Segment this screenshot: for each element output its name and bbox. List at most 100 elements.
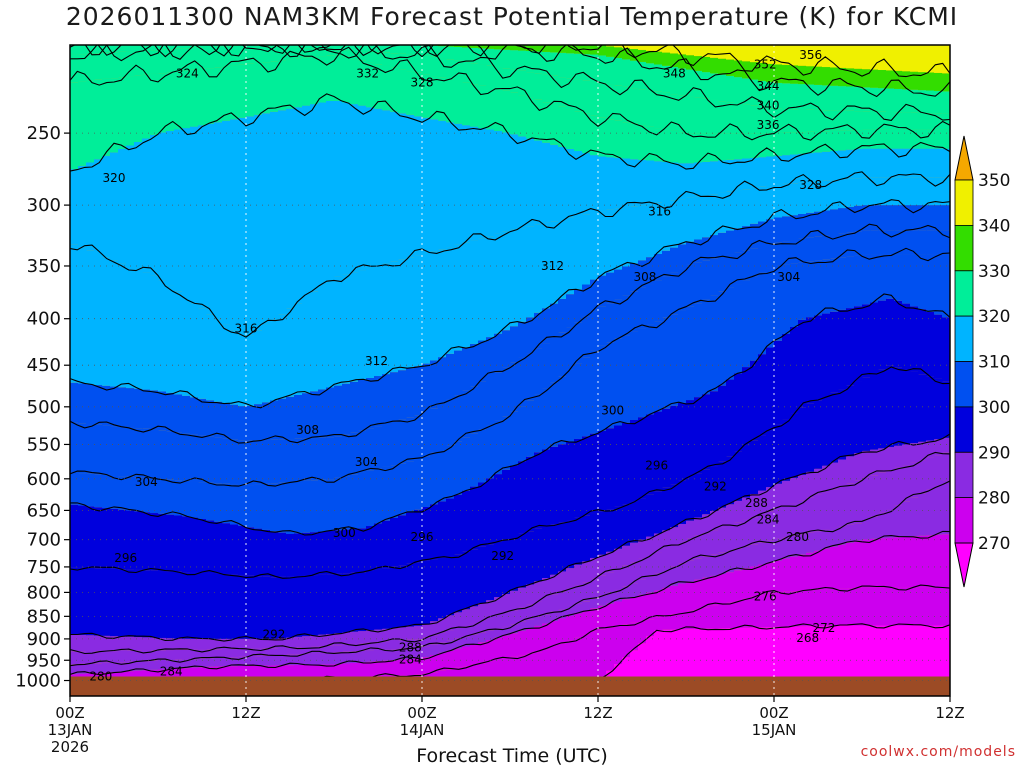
- contour-line: [70, 433, 950, 642]
- theta-band-cell: [934, 314, 943, 379]
- theta-band-cell: [830, 546, 839, 590]
- theta-band-cell: [102, 568, 111, 636]
- theta-band-cell: [238, 45, 247, 65]
- theta-band-cell: [822, 210, 831, 236]
- theta-band-cell: [630, 60, 639, 89]
- theta-band-cell: [886, 447, 895, 471]
- theta-band-cell: [478, 340, 487, 382]
- theta-band-cell: [678, 45, 687, 55]
- theta-band-cell: [566, 53, 575, 79]
- theta-band-cell: [478, 632, 487, 643]
- theta-band-cell: [806, 237, 815, 262]
- theta-band-cell: [294, 47, 303, 59]
- theta-band-cell: [302, 647, 311, 654]
- theta-band-cell: [606, 428, 615, 510]
- contour-label: 304: [777, 270, 800, 284]
- theta-band-cell: [214, 638, 223, 650]
- theta-band-cell: [742, 78, 751, 105]
- theta-band-cell: [78, 505, 87, 568]
- theta-band-cell: [694, 303, 703, 398]
- theta-band-cell: [358, 45, 367, 52]
- theta-band-cell: [270, 648, 279, 656]
- theta-band-cell: [390, 67, 399, 112]
- theta-band-cell: [598, 156, 607, 212]
- theta-band-cell: [694, 558, 703, 580]
- theta-band-cell: [422, 45, 431, 56]
- theta-band-cell: [622, 422, 631, 505]
- theta-band-cell: [638, 620, 647, 644]
- theta-band-cell: [678, 563, 687, 584]
- theta-band-cell: [246, 648, 255, 657]
- theta-band-cell: [870, 111, 879, 130]
- theta-band-cell: [782, 45, 791, 65]
- theta-band-cell: [142, 637, 151, 651]
- theta-band-cell: [238, 575, 247, 639]
- theta-band-cell: [390, 649, 399, 661]
- theta-band-cell: [446, 498, 455, 557]
- theta-band-cell: [766, 487, 775, 512]
- theta-band-cell: [710, 73, 719, 100]
- contour-label: 328: [799, 178, 822, 192]
- colorbar-label: 330: [978, 262, 1010, 282]
- theta-band-cell: [398, 648, 407, 660]
- theta-band-cell: [550, 337, 559, 383]
- theta-band-cell: [454, 494, 463, 555]
- theta-band-cell: [870, 538, 879, 588]
- theta-band-cell: [358, 650, 367, 663]
- theta-band-cell: [182, 572, 191, 639]
- theta-band-cell: [390, 566, 399, 629]
- theta-band-cell: [686, 520, 695, 539]
- theta-band-cell: [206, 520, 215, 574]
- theta-band-cell: [894, 254, 903, 301]
- theta-band-cell: [518, 357, 527, 407]
- theta-band-cell: [654, 45, 663, 52]
- theta-band-cell: [790, 326, 799, 414]
- theta-band-cell: [350, 432, 359, 475]
- theta-band-cell: [614, 506, 623, 549]
- theta-band-cell: [902, 205, 911, 231]
- theta-band-cell: [534, 224, 543, 313]
- theta-band-cell: [534, 348, 543, 395]
- theta-band-cell: [622, 48, 631, 60]
- theta-band-cell: [86, 162, 95, 251]
- theta-band-cell: [126, 388, 135, 428]
- theta-band-cell: [510, 536, 519, 591]
- theta-band-cell: [526, 45, 535, 52]
- theta-band-cell: [222, 324, 231, 404]
- theta-band-cell: [206, 45, 215, 48]
- theta-band-cell: [118, 51, 127, 78]
- credit-link[interactable]: coolwx.com/models: [860, 744, 1016, 760]
- theta-band-cell: [790, 154, 799, 184]
- theta-band-cell: [910, 89, 919, 113]
- contour-label: 292: [491, 549, 514, 563]
- theta-band-cell: [502, 132, 511, 232]
- theta-band-cell: [582, 601, 591, 611]
- theta-band-cell: [238, 485, 247, 526]
- theta-band-cell: [614, 58, 623, 86]
- theta-band-cell: [278, 314, 287, 399]
- theta-band-cell: [806, 471, 815, 498]
- theta-band-cell: [406, 512, 415, 564]
- theta-band-cell: [694, 473, 703, 518]
- theta-band-cell: [542, 526, 551, 578]
- theta-band-cell: [798, 132, 807, 154]
- contour-layer: [70, 45, 950, 684]
- theta-band-cell: [486, 425, 495, 479]
- theta-band-cell: [478, 45, 487, 49]
- theta-band-cell: [358, 105, 367, 271]
- theta-band-cell: [846, 625, 855, 696]
- theta-band-cell: [582, 214, 591, 285]
- theta-band-cell: [902, 129, 911, 149]
- theta-band-cell: [814, 181, 823, 212]
- theta-band-cell: [198, 47, 207, 69]
- theta-band-cell: [934, 177, 943, 206]
- theta-band-cell: [942, 45, 950, 74]
- theta-band-cell: [302, 57, 311, 106]
- theta-band-cell: [454, 648, 463, 668]
- colorbar-bin: [954, 451, 974, 499]
- theta-band-cell: [566, 615, 575, 641]
- theta-band-cell: [894, 445, 903, 468]
- theta-band-cell: [366, 428, 375, 471]
- theta-band-cell: [150, 478, 159, 514]
- theta-band-cell: [422, 646, 431, 658]
